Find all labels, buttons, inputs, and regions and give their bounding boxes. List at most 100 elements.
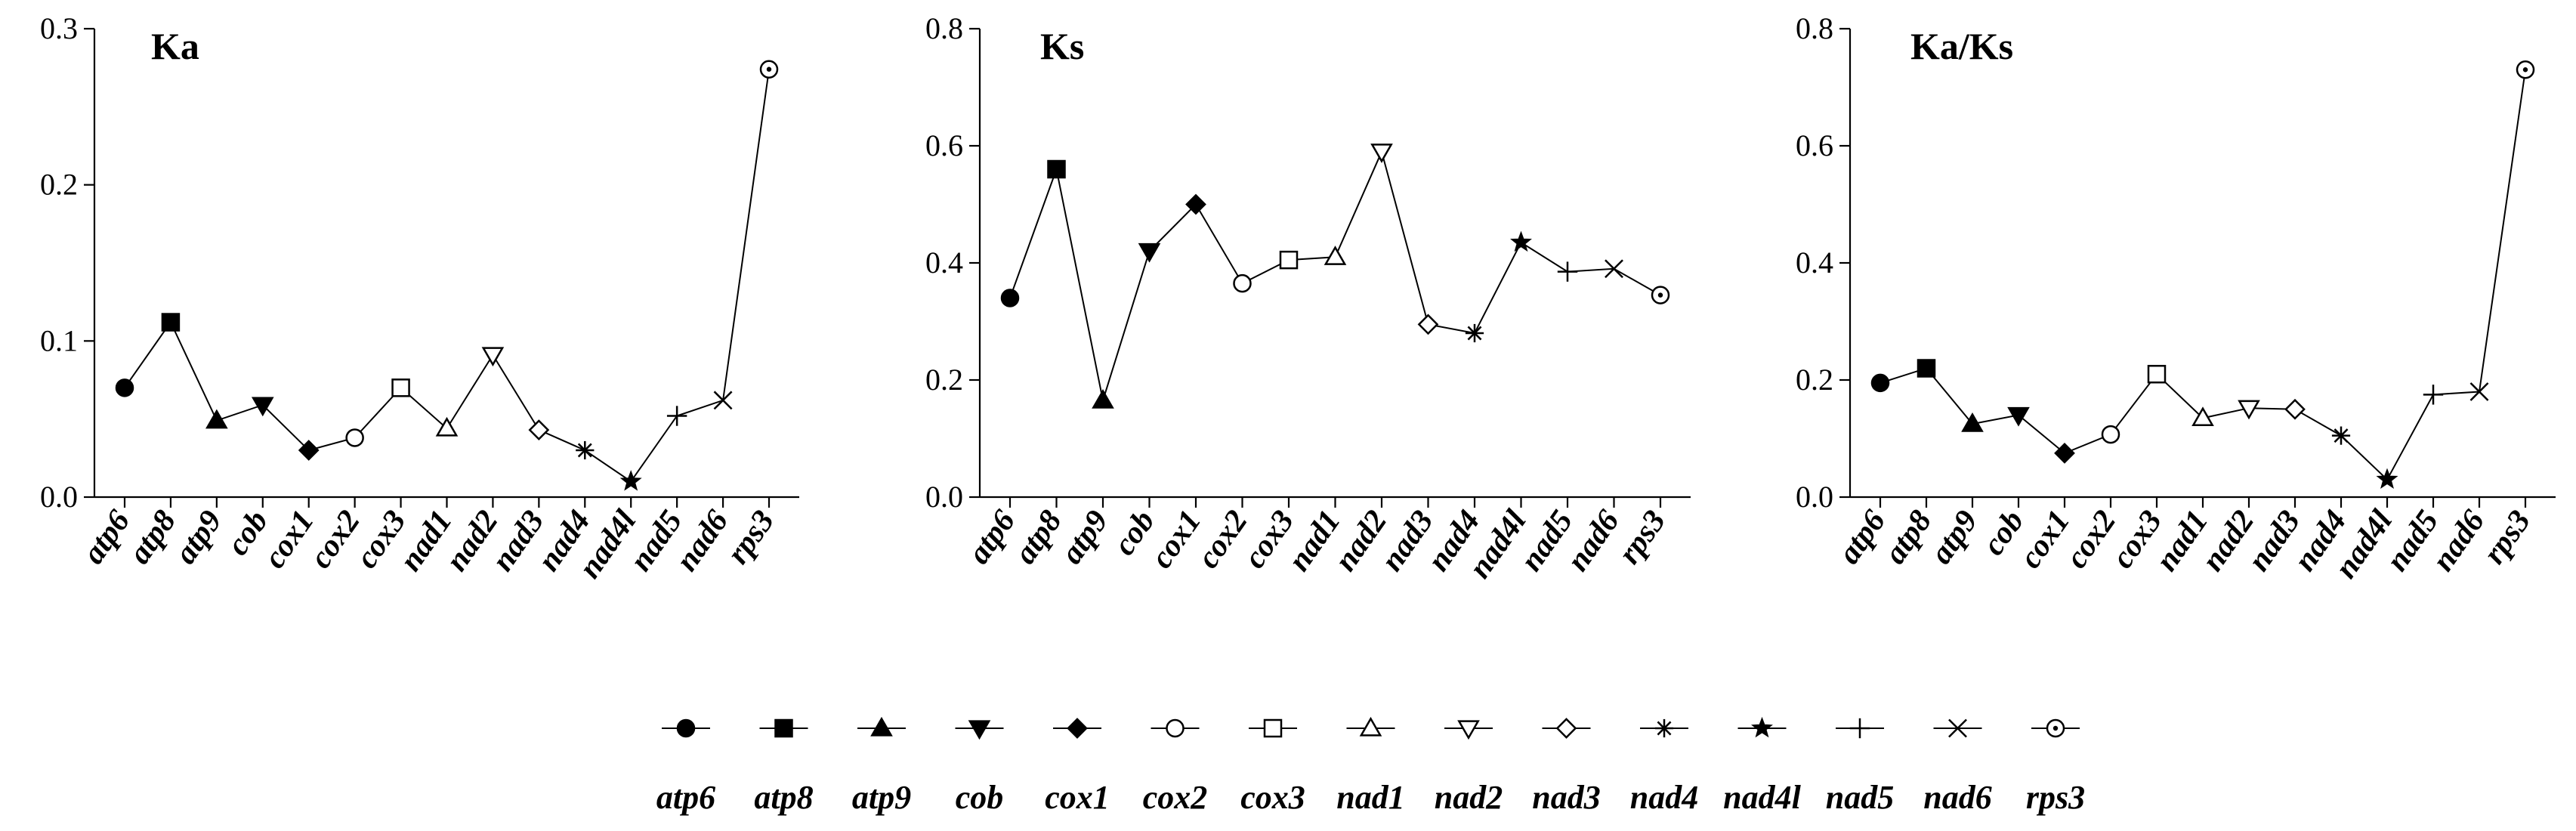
series-line [1009, 149, 1661, 401]
data-point-cox2 [2101, 425, 2120, 444]
x-tick-label-nad6: nad6 [1560, 504, 1626, 577]
x-tick-label-atp9: atp9 [1055, 504, 1116, 570]
data-point-nad4l [2376, 468, 2398, 490]
x-tick-label-nad5: nad5 [623, 504, 689, 577]
data-point-nad4l [1510, 230, 1532, 252]
data-point-nad3 [528, 419, 550, 441]
filled-triangle-down-icon [968, 720, 991, 740]
data-point-rps3 [1651, 286, 1670, 304]
data-point-atp6 [1870, 373, 1890, 393]
filled-star-icon [1751, 716, 1773, 738]
dotted-circle-icon [2046, 718, 2065, 738]
legend-item-nad1: nad1 [1336, 716, 1405, 816]
filled-diamond-icon [1067, 718, 1088, 739]
legend-item-atp9: atp9 [852, 716, 911, 816]
x-tick-label-nad5: nad5 [1514, 504, 1580, 577]
data-point-cob [251, 397, 274, 417]
x-tick-label-nad6: nad6 [2426, 504, 2491, 577]
filled-triangle-up-icon [870, 716, 893, 737]
x-tick-label-cox2: cox2 [2059, 504, 2124, 574]
data-point-nad2 [1370, 144, 1393, 163]
legend-label: nad1 [1336, 779, 1404, 816]
x-tick-label-nad2: nad2 [439, 504, 505, 577]
data-point-nad4 [576, 440, 595, 460]
y-tick-label: 0.8 [1796, 11, 1833, 45]
data-point-nad3 [1417, 314, 1439, 335]
y-tick-label: 0.4 [925, 246, 963, 280]
y-tick-label: 0.3 [40, 11, 78, 45]
data-point-nad5 [1557, 261, 1578, 282]
y-tick-label: 0.0 [40, 480, 78, 514]
x-tick-label-atp8: atp8 [1008, 504, 1069, 570]
legend-label: nad3 [1532, 779, 1600, 816]
data-point-cox2 [1233, 273, 1252, 293]
legend-label: atp8 [754, 779, 813, 816]
y-tick-label: 0.4 [1796, 246, 1833, 280]
data-point-nad1 [2191, 406, 2214, 426]
x-tick-label-nad1: nad1 [393, 504, 459, 577]
data-point-nad6 [713, 391, 733, 410]
data-point-cox1 [298, 440, 320, 461]
data-point-nad4l [619, 470, 642, 491]
x-tick-label-cox1: cox1 [1144, 504, 1209, 574]
data-point-atp6 [1000, 289, 1020, 307]
data-point-cox2 [345, 428, 364, 447]
x-tick-label-nad3: nad3 [1374, 504, 1440, 577]
data-point-cox1 [2054, 443, 2075, 464]
x-tick-label-nad5: nad5 [2380, 504, 2445, 577]
data-point-nad6 [2469, 382, 2489, 401]
legend-item-cox2: cox2 [1143, 718, 1207, 816]
data-point-atp9 [205, 409, 228, 429]
data-point-nad1 [1324, 246, 1347, 265]
open-triangle-up-icon [1359, 716, 1382, 737]
asterisk-icon [1654, 718, 1674, 738]
x-tick-label-cox2: cox2 [303, 504, 367, 574]
y-tick-label: 0.2 [925, 363, 963, 397]
legend-item-nad6: nad6 [1923, 718, 1992, 816]
legend-item-cox1: cox1 [1045, 718, 1110, 816]
legend: atp6 atp8 atp9 cob cox1 cox2 cox3 nad1 nad2 nad3 n… [656, 716, 2085, 816]
open-circle-icon [1166, 718, 1185, 738]
y-tick-label: 0.6 [1796, 128, 1833, 162]
data-point-cob [2007, 406, 2030, 427]
legend-item-cox3: cox3 [1240, 718, 1305, 816]
cross-icon [1948, 718, 1967, 738]
data-point-nad5 [666, 406, 687, 426]
legend-label: nad5 [1826, 779, 1894, 816]
x-tick-label-rps3: rps3 [2477, 504, 2538, 570]
legend-item-nad4l: nad4l [1723, 716, 1802, 816]
data-point-atp9 [1961, 412, 1984, 432]
x-tick-label-nad1: nad1 [2149, 504, 2215, 577]
data-point-atp8 [1917, 359, 1936, 378]
x-tick-label-atp6: atp6 [76, 504, 137, 570]
data-point-rps3 [2516, 60, 2535, 79]
data-point-nad3 [2284, 398, 2306, 420]
data-point-atp8 [1047, 159, 1066, 179]
data-point-nad1 [435, 416, 459, 437]
legend-label: cox3 [1240, 779, 1305, 816]
data-point-nad2 [2238, 400, 2260, 420]
data-point-cox1 [1185, 193, 1206, 215]
y-tick-label: 0.6 [925, 128, 963, 162]
data-point-atp8 [161, 313, 181, 332]
legend-label: atp9 [852, 779, 911, 816]
y-tick-label: 0.0 [925, 480, 963, 514]
x-tick-label-cox1: cox1 [257, 504, 321, 574]
plus-icon [1849, 718, 1870, 739]
x-tick-label-nad2: nad2 [2195, 504, 2261, 577]
legend-item-nad2: nad2 [1435, 720, 1503, 816]
y-tick-label: 0.2 [40, 168, 78, 202]
legend-item-nad4: nad4 [1630, 718, 1698, 816]
open-triangle-down-icon [1457, 720, 1480, 740]
open-square-icon [1263, 718, 1283, 738]
x-tick-label-nad2: nad2 [1328, 504, 1394, 577]
x-tick-label-nad3: nad3 [485, 504, 551, 577]
data-point-rps3 [759, 60, 779, 79]
data-point-nad6 [1605, 259, 1623, 279]
panel-title: Ka/Ks [1910, 25, 2013, 67]
x-tick-label-nad1: nad1 [1281, 504, 1347, 577]
data-point-cox3 [1279, 250, 1299, 270]
y-tick-label: 0.2 [1796, 363, 1833, 397]
x-tick-label-atp9: atp9 [1924, 504, 1985, 570]
data-point-nad4 [1465, 323, 1484, 343]
